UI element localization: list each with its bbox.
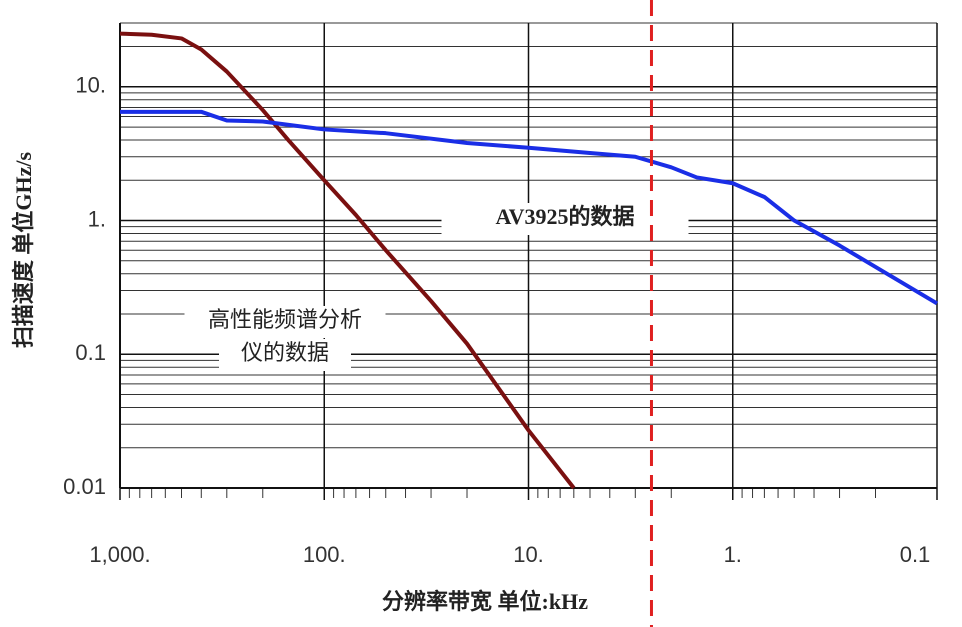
series-line (119, 31, 576, 490)
x-axis-label: 分辨率带宽 单位:kHz (382, 589, 588, 614)
series-line (120, 109, 939, 306)
annotation: 高性能频谱分析 (208, 307, 362, 332)
y-tick-label: 0.1 (75, 340, 106, 365)
annotation: AV3925的数据 (496, 204, 635, 229)
x-tick-label: 0.1 (900, 542, 931, 567)
annotation-bg (219, 339, 351, 371)
x-tick-label: 100. (303, 542, 346, 567)
x-tick-label: 10. (513, 542, 544, 567)
y-tick-label: 0.01 (63, 474, 106, 499)
y-axis-label: 扫描速度 单位GHz/s (11, 151, 36, 348)
annotation-bg (184, 306, 386, 338)
x-tick-label: 1. (724, 542, 742, 567)
x-tick-label: 1,000. (89, 542, 150, 567)
annotation-bg (441, 203, 689, 235)
y-tick-label: 1. (88, 206, 106, 231)
y-tick-label: 10. (75, 73, 106, 98)
annotation: 仪的数据 (241, 340, 329, 365)
